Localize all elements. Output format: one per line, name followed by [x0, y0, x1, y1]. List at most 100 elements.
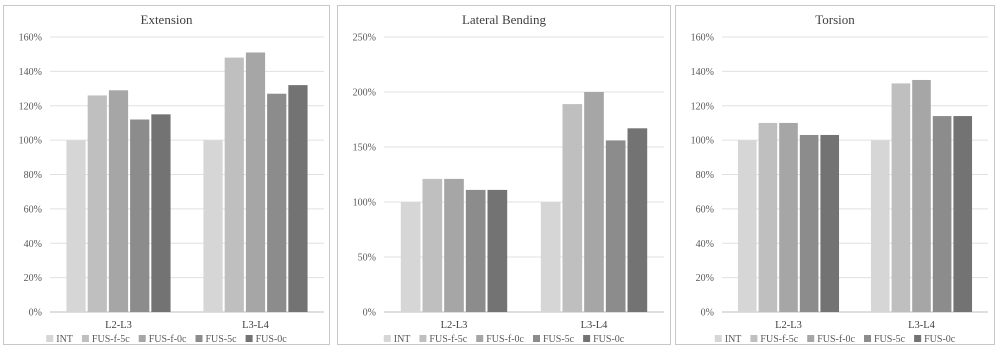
- bar-fus-5c-l2-l3: [799, 134, 819, 312]
- chart-svg: Torsion 0% 20% 40% 60% 80% 100% 120% 140% 160% L2-…: [691, 12, 988, 344]
- y-tick-label: 60%: [696, 204, 714, 215]
- legend-swatch: [81, 335, 89, 342]
- x-category-label: L3-L4: [581, 320, 609, 331]
- x-category-label: L2-L3: [441, 320, 468, 331]
- y-tick-label: 0%: [701, 308, 714, 319]
- chart-svg: Extension 0% 20% 40% 60% 80% 100% 120% 140% 160% L…: [19, 12, 324, 344]
- legend-item: FUS-f-5c: [750, 334, 799, 344]
- legend-label: FUS-f-0c: [486, 334, 524, 344]
- legend-item: FUS-f-5c: [419, 334, 468, 344]
- bar-fus-0c-l2-l3: [820, 134, 840, 312]
- y-tick-label: 150%: [353, 143, 376, 154]
- legend-label: FUS-5c: [874, 334, 906, 344]
- bar-fus-0c-l3-l4: [627, 128, 648, 312]
- legend-item: FUS-f-0c: [476, 334, 525, 344]
- legend-swatch: [714, 335, 722, 342]
- bar-fus-0c-l3-l4: [953, 116, 973, 312]
- x-category-label: L3-L4: [908, 320, 936, 331]
- legend-swatch: [476, 335, 484, 342]
- legend-item: INT: [714, 334, 742, 344]
- chart-title: Extension: [141, 12, 193, 27]
- legend-swatch: [750, 335, 758, 342]
- panel-extension: Extension 0% 20% 40% 60% 80% 100% 120% 140% 160% L…: [3, 5, 330, 345]
- y-tick-label: 100%: [691, 136, 714, 147]
- legend-swatch: [419, 335, 427, 342]
- y-tick-label: 160%: [19, 33, 42, 44]
- y-tick-label: 80%: [696, 170, 714, 181]
- legend-item: FUS-5c: [863, 334, 906, 344]
- legend-swatch: [807, 335, 815, 342]
- y-tick-label: 40%: [696, 239, 714, 250]
- legend-item: INT: [46, 334, 73, 344]
- x-category-label: L2-L3: [105, 320, 132, 331]
- bar-int-l2-l3: [737, 140, 757, 312]
- bar-fus-f-5c-l3-l4: [562, 104, 583, 312]
- panel-torsion: Torsion 0% 20% 40% 60% 80% 100% 120% 140% 160% L2-…: [675, 5, 995, 345]
- legend-item: FUS-0c: [245, 334, 288, 344]
- y-tick-label: 200%: [353, 88, 376, 99]
- y-tick-label: 80%: [24, 170, 42, 181]
- bar-fus-0c-l2-l3: [151, 114, 171, 312]
- y-tick-label: 40%: [24, 239, 42, 250]
- y-tick-label: 140%: [19, 67, 42, 78]
- y-tick-label: 0%: [363, 308, 376, 319]
- bar-fus-0c-l3-l4: [288, 85, 308, 312]
- bar-fus-f-0c-l2-l3: [779, 122, 798, 312]
- bar-fus-f-0c-l3-l4: [584, 92, 604, 312]
- bar-fus-5c-l3-l4: [605, 140, 626, 312]
- legend-item: FUS-0c: [914, 334, 956, 344]
- legend-swatch: [583, 335, 591, 342]
- y-tick-label: 50%: [358, 253, 376, 264]
- panel-lateral-bending: Lateral Bending 0% 50% 100% 150% 200% 250% L2-L…: [337, 5, 671, 345]
- legend-item: FUS-5c: [532, 334, 575, 344]
- legend-swatch: [383, 335, 391, 342]
- bar-fus-f-5c-l2-l3: [87, 95, 107, 312]
- bar-int-l3-l4: [540, 202, 561, 312]
- y-tick-label: 120%: [691, 101, 714, 112]
- legend-label: FUS-5c: [543, 334, 575, 344]
- chart-title: Torsion: [815, 12, 855, 27]
- legend-label: FUS-f-5c: [760, 334, 798, 344]
- bar-int-l2-l3: [66, 140, 86, 312]
- legend-item: FUS-0c: [583, 334, 625, 344]
- legend-swatch: [245, 335, 253, 342]
- y-tick-label: 20%: [696, 273, 714, 284]
- legend-label: FUS-0c: [593, 334, 625, 344]
- legend-item: INT: [383, 334, 411, 344]
- y-tick-label: 160%: [691, 33, 714, 44]
- bar-fus-f-5c-l3-l4: [224, 57, 244, 312]
- bar-fus-5c-l3-l4: [267, 93, 287, 312]
- legend-swatch: [532, 335, 540, 342]
- legend-label: FUS-5c: [205, 334, 237, 344]
- y-tick-label: 60%: [24, 204, 42, 215]
- legend-label: FUS-0c: [924, 334, 956, 344]
- y-tick-label: 100%: [353, 198, 376, 209]
- bar-fus-f-0c-l3-l4: [912, 79, 931, 312]
- y-tick-label: 0%: [29, 308, 42, 319]
- y-tick-label: 140%: [691, 67, 714, 78]
- legend-label: FUS-f-0c: [149, 334, 187, 344]
- legend-label: FUS-f-0c: [817, 334, 855, 344]
- legend-item: FUS-f-0c: [807, 334, 856, 344]
- x-category-label: L2-L3: [775, 320, 802, 331]
- bar-int-l3-l4: [203, 140, 223, 312]
- legend-label: FUS-f-5c: [429, 334, 467, 344]
- legend-label: FUS-f-5c: [92, 334, 130, 344]
- legend-swatch: [195, 335, 203, 342]
- bar-int-l3-l4: [870, 140, 890, 312]
- legend: INT FUS-f-5c FUS-f-0c FUS-5c FUS-0c: [714, 334, 956, 344]
- bar-fus-f-5c-l2-l3: [758, 122, 778, 312]
- x-category-label: L3-L4: [242, 320, 270, 331]
- legend-label: INT: [394, 334, 411, 344]
- legend-swatch: [46, 335, 54, 342]
- chart-title: Lateral Bending: [462, 12, 547, 27]
- legend-label: INT: [725, 334, 742, 344]
- bar-fus-f-0c-l2-l3: [444, 178, 464, 312]
- bar-fus-f-5c-l2-l3: [422, 178, 443, 312]
- bar-fus-f-0c-l2-l3: [108, 90, 129, 312]
- legend-swatch: [863, 335, 871, 342]
- legend-swatch: [914, 335, 922, 342]
- legend-item: FUS-f-0c: [138, 334, 187, 344]
- bar-fus-5c-l3-l4: [932, 116, 952, 312]
- legend-label: FUS-0c: [256, 334, 288, 344]
